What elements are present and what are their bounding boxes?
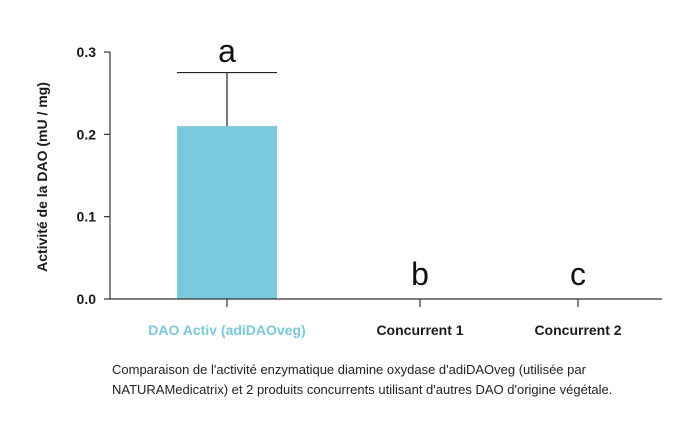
category-label-0: DAO Activ (adiDAOveg) <box>148 322 305 338</box>
y-tick-label-1: 0.1 <box>77 209 97 225</box>
bar-chart: Activité de la DAO (mU / mg) 0.00.10.20.… <box>34 33 662 338</box>
error-bars <box>177 71 277 127</box>
y-tick-label-2: 0.2 <box>77 126 97 142</box>
significance-letter-0: a <box>218 33 236 69</box>
category-label-1: Concurrent 1 <box>376 322 463 338</box>
significance-letter-1: b <box>411 256 429 292</box>
y-axis-label: Activité de la DAO (mU / mg) <box>34 82 50 272</box>
y-tick-label-3: 0.3 <box>77 44 97 60</box>
significance-letters: a b c <box>218 33 586 292</box>
figure-caption: Comparaison de l'activité enzymatique di… <box>112 360 672 400</box>
bar-0 <box>177 126 277 299</box>
significance-letter-2: c <box>570 256 586 292</box>
bars <box>177 126 277 299</box>
y-axis-ticks: 0.0 0.1 0.2 0.3 <box>77 44 111 307</box>
category-label-2: Concurrent 2 <box>534 322 621 338</box>
x-axis <box>110 298 662 307</box>
x-axis-categories: DAO Activ (adiDAOveg) Concurrent 1 Concurr… <box>148 322 621 338</box>
y-tick-label-0: 0.0 <box>77 291 97 307</box>
caption-line-2: NATURAMedicatrix) et 2 produits concurre… <box>112 382 613 397</box>
caption-line-1: Comparaison de l'activité enzymatique di… <box>112 362 586 377</box>
